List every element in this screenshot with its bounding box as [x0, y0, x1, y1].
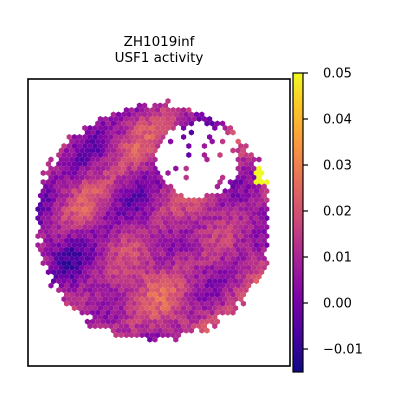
tissue-spot — [186, 143, 191, 149]
tissue-spot — [173, 166, 178, 172]
tissue-spot — [165, 170, 170, 176]
tissue-spot — [41, 170, 46, 176]
colorbar-tick-label: 0.00 — [323, 297, 352, 312]
spot-layer — [35, 98, 269, 343]
chart-subtitle: USF1 activity — [115, 50, 204, 66]
tissue-spot — [181, 134, 186, 140]
colorbar — [293, 73, 303, 372]
colorbar-tick-label: 0.03 — [323, 159, 352, 174]
tissue-spot — [189, 130, 194, 136]
colorbar-ticks: −0.01 0.00 0.01 0.02 0.03 0.04 0.05 — [303, 67, 363, 358]
tissue-spot — [256, 157, 261, 163]
tissue-spot — [217, 152, 222, 158]
chart-title: ZH1019inf — [124, 34, 196, 50]
tissue-spot — [184, 175, 189, 181]
colorbar-tick-label: 0.05 — [323, 67, 352, 82]
tissue-spot — [202, 143, 207, 149]
tissue-spot — [186, 152, 191, 158]
tissue-spot — [230, 148, 235, 154]
colorbar-tick-label: 0.01 — [323, 251, 352, 266]
tissue-spot — [168, 139, 173, 145]
colorbar-tick-label: 0.04 — [323, 113, 352, 128]
colorbar-tick-label: −0.01 — [323, 343, 363, 358]
tissue-spot — [184, 166, 189, 172]
colorbar-tick-label: 0.02 — [323, 205, 352, 220]
tissue-spot — [220, 139, 225, 145]
